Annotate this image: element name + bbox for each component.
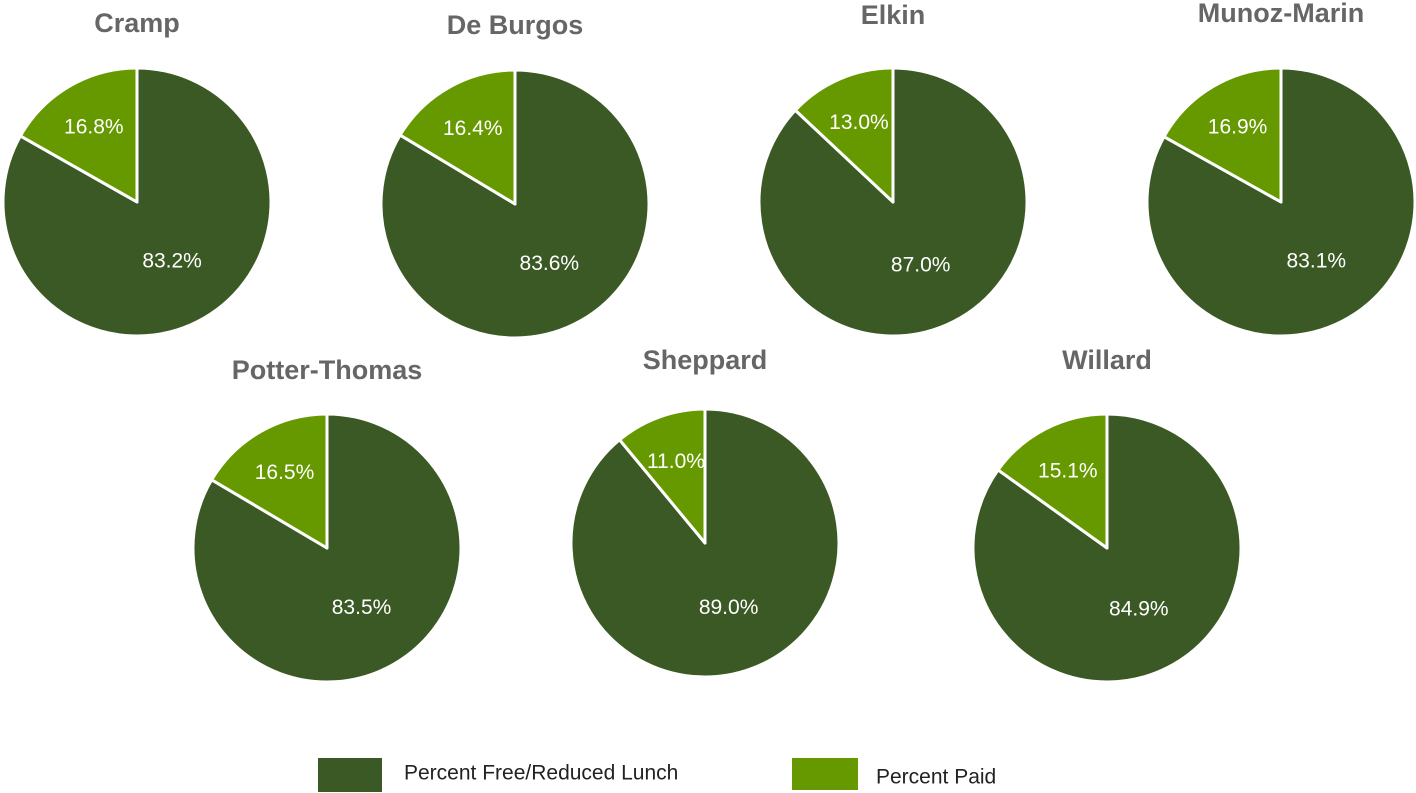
chart-title: Willard	[1062, 345, 1152, 375]
value-label: 16.8%	[64, 115, 124, 138]
legend-swatch	[318, 758, 382, 792]
pie-slice	[210, 412, 329, 550]
value-label: 83.1%	[1287, 250, 1347, 273]
value-label: 16.4%	[443, 117, 503, 140]
chart-title: Potter-Thomas	[232, 355, 423, 385]
value-label: 83.2%	[142, 250, 202, 273]
value-label: 83.6%	[520, 252, 580, 275]
value-label: 15.1%	[1038, 459, 1098, 482]
chart-title: De Burgos	[447, 10, 584, 40]
pie-slice	[398, 68, 517, 206]
value-label: 13.0%	[829, 111, 889, 134]
value-label: 87.0%	[891, 253, 951, 276]
legend-label: Percent Paid	[876, 766, 996, 789]
value-label: 16.5%	[255, 461, 315, 484]
value-label: 84.9%	[1109, 598, 1169, 621]
pie-slice	[1145, 66, 1416, 338]
legend-swatch	[792, 758, 858, 790]
value-label: 16.9%	[1208, 116, 1268, 139]
pie-slice	[1162, 66, 1283, 204]
pie-slice	[793, 66, 895, 204]
value-label: 11.0%	[647, 450, 705, 473]
pie-slice	[996, 412, 1109, 550]
legend-label: Percent Free/Reduced Lunch	[404, 762, 678, 785]
value-label: 89.0%	[699, 596, 759, 619]
chart-title: Sheppard	[643, 345, 768, 375]
chart-title: Elkin	[861, 0, 926, 30]
chart-title: Munoz-Marin	[1198, 0, 1364, 28]
pie-slice	[18, 66, 139, 204]
value-label: 83.5%	[332, 596, 392, 619]
chart-title: Cramp	[94, 8, 180, 38]
pie-slice	[618, 407, 707, 545]
